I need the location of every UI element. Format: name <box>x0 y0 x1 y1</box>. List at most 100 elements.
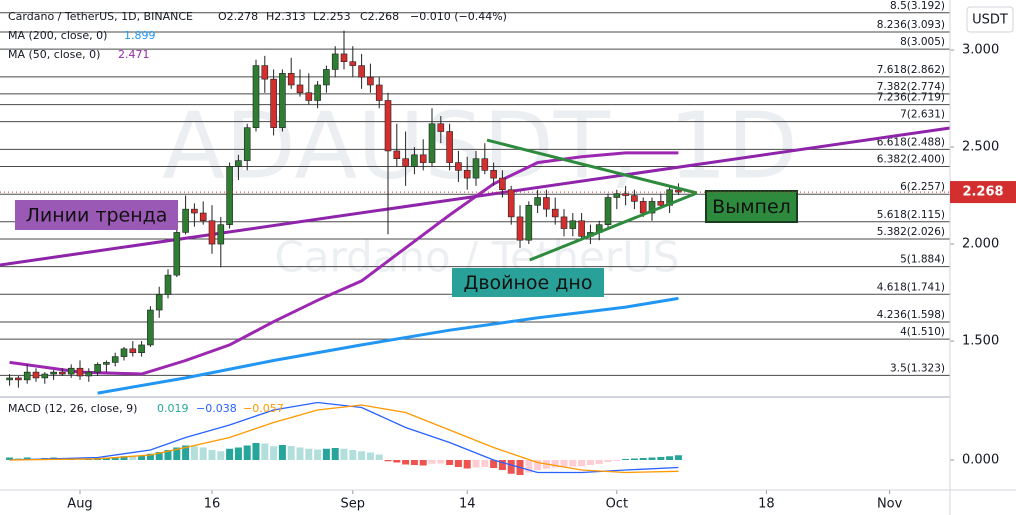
fib-label: 7.236(2.719) <box>877 92 945 104</box>
macd-histogram-bar <box>287 446 295 460</box>
macd-histogram-bar <box>472 460 480 468</box>
candle-body <box>138 344 145 354</box>
macd-histogram-bar <box>270 446 278 460</box>
macd-histogram-bar <box>243 445 251 460</box>
fib-label: 4(1.510) <box>900 326 945 338</box>
macd-histogram-bar <box>402 460 410 465</box>
candle-body <box>296 84 304 94</box>
candle-body <box>419 154 427 163</box>
candle-body <box>639 201 647 214</box>
pennant-line <box>529 191 698 262</box>
candle-body <box>472 158 480 179</box>
macd-histogram-bar <box>613 460 621 461</box>
candle-body <box>367 76 374 86</box>
macd-hist-value: 0.019 <box>157 402 189 415</box>
fib-label: 6.618(2.488) <box>877 136 945 148</box>
x-tick-label: Oct <box>606 497 628 512</box>
candle-body <box>199 212 207 222</box>
candle-body <box>323 69 330 86</box>
macd-histogram-bar <box>146 453 154 460</box>
fib-label: 3.5(1.323) <box>890 362 945 374</box>
candle-body <box>129 348 137 354</box>
close: C2.268 <box>360 10 399 23</box>
candle-body <box>622 193 629 196</box>
macd-histogram-bar <box>578 460 586 467</box>
macd-name: MACD (12, 26, close, 9) <box>8 402 137 415</box>
macd-histogram-bar <box>534 460 542 470</box>
candle-body <box>314 84 321 101</box>
x-tick-label: 18 <box>758 497 775 512</box>
fib-label: 8.5(3.192) <box>890 0 945 12</box>
candle-body <box>243 127 251 161</box>
candle-body <box>50 371 57 375</box>
candle-body <box>111 356 119 363</box>
fib-label: 4.236(1.598) <box>877 309 945 321</box>
macd-y-tick-label: 0.000 <box>962 453 999 468</box>
macd-histogram-bar <box>498 460 506 470</box>
signal-value: −0.057 <box>243 402 284 415</box>
candle-body <box>525 204 533 241</box>
candle-body <box>569 220 577 229</box>
currency-box[interactable] <box>966 6 1014 33</box>
high: H2.313 <box>266 10 306 23</box>
candle-body <box>226 166 233 225</box>
candle-body <box>463 170 471 179</box>
macd-histogram-bar <box>234 447 242 460</box>
legend: Cardano / TetherUS, 1D, BINANCE O2.278 H… <box>8 10 507 415</box>
fib-label: 6.382(2.400) <box>877 153 945 165</box>
open: O2.278 <box>218 10 258 23</box>
candle-body <box>393 150 401 159</box>
macd-histogram-bar <box>507 460 515 474</box>
macd-histogram-bar <box>173 447 181 460</box>
macd-histogram-bar <box>322 448 330 460</box>
candle-body <box>15 377 22 381</box>
pennant-line <box>486 138 698 195</box>
candle-body <box>191 208 198 214</box>
macd-histogram-bar <box>208 450 216 460</box>
candle-body <box>428 123 436 163</box>
candle-body <box>402 158 409 167</box>
candle-body <box>41 373 49 379</box>
fib-label: 6(2.257) <box>900 181 945 193</box>
macd-histogram-bar <box>586 460 594 465</box>
y-tick-label: 1.500 <box>962 334 999 349</box>
macd-histogram-bar <box>296 447 304 460</box>
macd-histogram-bar <box>419 460 427 466</box>
candle-body <box>648 201 656 214</box>
candle-body <box>279 73 286 128</box>
candle-body <box>516 216 524 241</box>
fib-label: 5.382(2.026) <box>877 226 945 238</box>
macd-histogram-bar <box>252 443 260 460</box>
ma-value: 1.899 <box>124 29 156 42</box>
candle-body <box>173 232 181 276</box>
candle-body <box>103 362 110 365</box>
candle-body <box>384 100 392 152</box>
candle-body <box>507 189 515 218</box>
macd-histogram-bar <box>164 450 172 460</box>
macd-histogram-bar <box>622 459 630 460</box>
candle-body <box>32 371 40 379</box>
candle-body <box>481 158 489 171</box>
candle-body <box>375 84 383 101</box>
candle-body <box>657 201 665 206</box>
macd-histogram-bar <box>481 460 489 467</box>
macd-histogram-bar <box>182 445 190 460</box>
macd-histogram-bar <box>340 448 348 460</box>
last-price-label: 2.268 <box>962 185 1003 200</box>
ma-name: MA (50, close, 0) <box>8 48 100 61</box>
macd-histogram-bar <box>190 446 198 460</box>
currency[interactable]: USDT <box>972 13 1008 28</box>
candle-body <box>217 224 225 245</box>
macd-histogram-bar <box>384 460 392 462</box>
macd-histogram-bar <box>331 448 339 460</box>
macd-line <box>9 401 679 474</box>
candle-body <box>59 371 66 375</box>
last-price-tag <box>950 181 1016 204</box>
candle-body <box>340 53 348 62</box>
macd-histogram-bar <box>569 460 577 467</box>
macd-histogram-bar <box>525 460 533 473</box>
fib-label: 7.382(2.774) <box>877 81 945 93</box>
macd-histogram-bar <box>261 443 269 460</box>
candle-body <box>613 193 621 198</box>
candle-body <box>208 220 216 245</box>
